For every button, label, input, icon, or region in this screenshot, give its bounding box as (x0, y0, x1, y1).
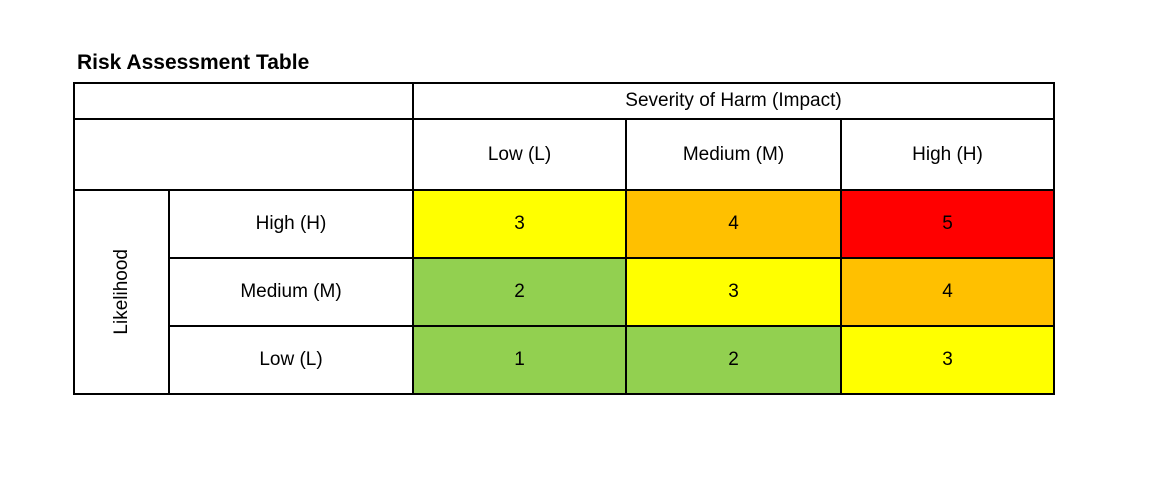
row-header-low: Low (L) (168, 325, 414, 395)
cell-low-low: 1 (412, 325, 627, 395)
column-group-header: Severity of Harm (Impact) (412, 82, 1055, 120)
row-group-header: Likelihood (73, 189, 170, 395)
cell-medium-low: 2 (412, 257, 627, 327)
row-header-high: High (H) (168, 189, 414, 259)
table-row: Likelihood High (H) 3 4 5 (73, 189, 1055, 395)
column-header-high: High (H) (840, 118, 1055, 191)
cell-low-medium: 2 (625, 325, 842, 395)
row-group-header-label: Likelihood (110, 249, 132, 335)
column-header-medium: Medium (M) (625, 118, 842, 191)
cell-high-high: 5 (840, 189, 1055, 259)
table-row: Low (L) 1 2 3 (74, 325, 1055, 395)
risk-matrix-table: Severity of Harm (Impact) Low (L) Medium… (73, 82, 1055, 395)
column-header-low: Low (L) (412, 118, 627, 191)
cell-medium-medium: 3 (625, 257, 842, 327)
row-header-medium: Medium (M) (168, 257, 414, 327)
cell-medium-high: 4 (840, 257, 1055, 327)
cell-high-medium: 4 (625, 189, 842, 259)
corner-spacer (73, 82, 414, 120)
cell-low-high: 3 (840, 325, 1055, 395)
cell-high-low: 3 (412, 189, 627, 259)
corner-spacer (73, 118, 414, 191)
table-row: Medium (M) 2 3 4 (74, 257, 1055, 327)
page-title: Risk Assessment Table (77, 51, 310, 74)
table-row: Severity of Harm (Impact) (73, 82, 1055, 120)
table-row: Low (L) Medium (M) High (H) (73, 118, 1055, 191)
